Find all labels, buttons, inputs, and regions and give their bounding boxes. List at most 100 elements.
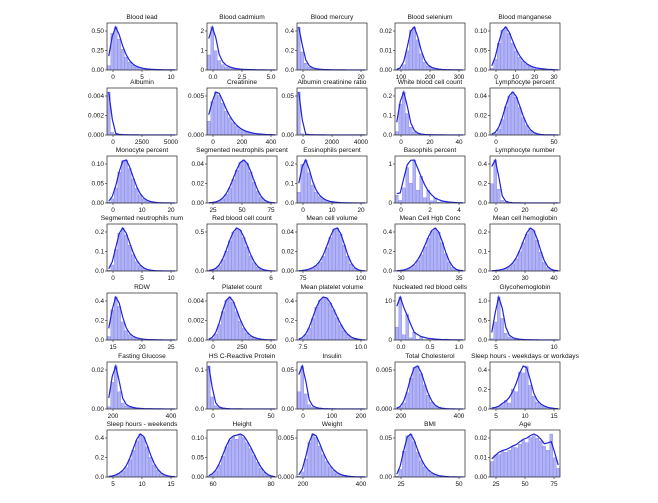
y-tick-label: 0.0 [383,132,392,139]
y-tick-label: 0.0 [478,200,487,207]
histogram-bar [500,30,504,71]
histogram-bar [128,62,132,71]
histogram-bar [124,56,128,71]
x-tick-label: 2500 [135,139,150,146]
y-tick-label: 10 [385,298,393,305]
subplot-title: Segmented neutrophils num [101,215,184,222]
subplot: Fasting Glucose 0.00 0.02 200 400 [92,353,178,420]
histogram-bar [307,66,311,71]
subplot-title: Blood cadmium [219,14,265,21]
histogram-bar [416,365,420,410]
histogram-bar [500,451,504,478]
density-curve [108,433,176,478]
y-tick-label: 0.2 [95,455,104,462]
density-curve [491,365,559,410]
subplot-title: Mean Cell Hgb Conc [400,215,462,222]
histogram-bar [114,296,118,341]
histogram-bar [117,306,121,341]
x-tick-label: 0 [494,207,498,214]
x-tick-label: 80 [267,481,275,488]
histogram-bar [423,466,427,478]
subplot-title: RDW [134,284,151,291]
x-tick-label: 0 [301,207,305,214]
x-tick-label: 25 [397,481,405,488]
subplot-title: Red blood cell count [212,215,272,222]
y-tick-label: 0.2 [478,229,487,236]
axes-frame [296,429,368,478]
y-tick-label: 0.1 [95,249,104,256]
x-tick-label: 4000 [354,139,369,146]
axes-frame [106,429,178,478]
subplot-title: Blood lead [126,14,157,21]
y-tick-label: 0.000 [278,474,294,481]
histogram-bar [542,445,546,478]
x-tick-label: 20 [138,344,146,351]
density-curve [396,227,464,272]
x-tick-label: 6 [269,275,273,282]
x-tick-label: 20 [521,207,529,214]
x-tick-label: 10 [512,74,520,81]
y-tick-label: 0.2 [478,387,487,394]
x-tick-label: 20 [357,74,365,81]
axes-frame [106,361,178,410]
x-tick-label: 20 [167,207,175,214]
density-curve [298,26,366,71]
histogram-bar [328,237,332,272]
histogram-bar [419,460,423,478]
y-tick-label: 1 [200,48,204,55]
histogram-bar [217,95,221,136]
density-curve [208,296,276,341]
y-tick-label: 0.4 [478,367,487,374]
x-tick-label: 500 [266,344,277,351]
density-curve [208,159,276,204]
histogram-bar [117,38,121,71]
histogram-bar [318,300,322,341]
x-tick-label: 5 [140,74,144,81]
histogram-bar [405,167,409,204]
y-tick-label: 0.00 [92,67,105,74]
histogram-bar [207,121,211,136]
y-tick-label: 0.000 [188,337,204,344]
subplot: Total Cholesterol 0.000 0.005 200 400 [376,353,466,420]
histogram-bar [507,402,511,410]
subplot-title: Eosinophils percent [303,147,361,154]
histogram-bar [525,64,529,71]
histogram-bar [217,60,221,71]
histogram-bar [135,66,139,71]
histogram-bar [532,230,536,272]
histogram-bar [525,442,529,478]
density-curve [491,227,559,272]
x-tick-label: 0 [111,139,115,146]
histogram-bar [311,433,315,478]
histogram-bar [549,433,553,478]
histogram-bar [500,404,504,410]
x-tick-label: 0 [211,413,215,420]
histogram-bar [500,318,504,341]
histogram-bar [339,324,343,341]
x-tick-label: 0.0 [209,74,218,81]
x-tick-label: 400 [356,481,367,488]
y-tick-label: 0.05 [380,435,393,442]
histogram-bar [217,464,221,478]
x-tick-label: 0 [111,207,115,214]
subplot-title: Weight [322,421,343,428]
histogram-bar [402,334,406,341]
histogram-bar [207,54,211,71]
histogram-bar [224,446,228,478]
axes-frame [394,155,466,204]
x-tick-label: 60 [209,481,217,488]
density-curve [396,159,464,204]
subplot-title: Height [232,421,251,428]
histogram-bar [423,62,427,71]
x-tick-label: 2 [428,207,432,214]
histogram-bar [507,450,511,478]
histogram-bar [504,26,508,71]
x-tick-label: 5 [494,413,498,420]
subplot: Weight 0.000 0.005 200 400 [278,421,368,488]
histogram-bar [416,260,420,272]
x-tick-label: 5 [140,275,144,282]
y-tick-label: 0.2 [95,318,104,325]
y-tick-label: 0.02 [475,113,488,120]
histogram-bar [535,401,539,410]
x-tick-label: 30 [550,74,558,81]
